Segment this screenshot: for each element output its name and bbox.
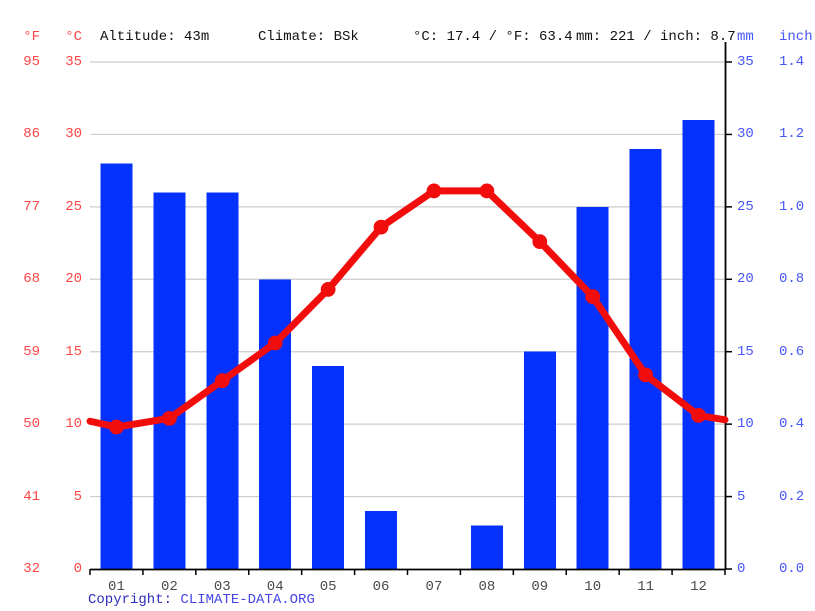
inch-tick-label: 1.2 bbox=[779, 126, 805, 143]
temperature-point bbox=[585, 289, 601, 305]
annual-temp-summary: °C: 17.4 / °F: 63.4 bbox=[413, 29, 573, 45]
month-label: 07 bbox=[425, 579, 443, 595]
celsius-tick-label: 10 bbox=[65, 416, 82, 433]
mm-tick-label: 0 bbox=[737, 561, 746, 577]
month-label: 01 bbox=[108, 579, 125, 595]
inch-tick-label: 1.4 bbox=[779, 54, 805, 70]
mm-axis-title: mm bbox=[737, 29, 754, 45]
mm-tick-label: 20 bbox=[737, 271, 754, 288]
celsius-tick-label: 35 bbox=[65, 54, 82, 70]
inch-tick-label: 1.0 bbox=[779, 198, 805, 215]
month-label: 12 bbox=[690, 579, 707, 595]
fahrenheit-tick-label: 59 bbox=[23, 343, 40, 360]
month-label: 04 bbox=[266, 579, 284, 595]
month-label: 02 bbox=[160, 579, 178, 595]
inch-tick-label: 0.6 bbox=[779, 343, 805, 360]
temperature-point bbox=[161, 410, 177, 426]
celsius-tick-label: 30 bbox=[65, 126, 82, 143]
celsius-tick-label: 0 bbox=[73, 561, 82, 577]
copyright-line: Copyright: CLIMATE-DATA.ORG bbox=[88, 592, 315, 609]
precipitation-bar bbox=[312, 366, 345, 569]
precipitation-bar bbox=[470, 525, 503, 569]
month-label: 05 bbox=[319, 579, 337, 595]
month-label: 06 bbox=[372, 579, 390, 595]
mm-tick-label: 30 bbox=[737, 126, 754, 143]
month-label: 10 bbox=[584, 579, 602, 595]
temperature-line bbox=[86, 187, 729, 431]
annual-precip-summary: mm: 221 / inch: 8.7 bbox=[576, 29, 736, 45]
temperature-point bbox=[267, 335, 283, 351]
celsius-tick-label: 20 bbox=[65, 271, 82, 288]
temperature-point bbox=[214, 373, 230, 389]
precipitation-bar bbox=[682, 119, 715, 569]
celsius-tick-label: 5 bbox=[73, 488, 82, 505]
mm-tick-label: 35 bbox=[737, 54, 754, 70]
temperature-point bbox=[638, 367, 654, 383]
precipitation-bar bbox=[523, 351, 556, 569]
inch-tick-label: 0.2 bbox=[779, 488, 805, 505]
mm-tick-label: 5 bbox=[737, 488, 746, 505]
temperature-point bbox=[426, 183, 442, 199]
climate-class-label: Climate: BSk bbox=[258, 29, 359, 45]
fahrenheit-tick-label: 95 bbox=[23, 54, 40, 70]
temperature-point bbox=[320, 282, 336, 297]
fahrenheit-axis-title: °F bbox=[23, 29, 40, 45]
fahrenheit-tick-label: 68 bbox=[23, 271, 40, 288]
celsius-tick-label: 25 bbox=[65, 198, 82, 215]
precipitation-bar bbox=[100, 163, 133, 569]
temperature-point bbox=[691, 408, 706, 423]
mm-tick-label: 15 bbox=[737, 343, 754, 360]
month-label: 03 bbox=[213, 579, 231, 595]
precipitation-bar bbox=[365, 511, 398, 569]
fahrenheit-tick-label: 86 bbox=[23, 126, 40, 143]
fahrenheit-tick-label: 41 bbox=[23, 488, 40, 505]
copyright-label: Copyright: bbox=[88, 592, 173, 608]
mm-tick-label: 10 bbox=[737, 416, 754, 433]
precipitation-bar bbox=[576, 206, 609, 569]
inch-tick-label: 0.4 bbox=[779, 416, 805, 433]
altitude-label: Altitude: 43m bbox=[100, 29, 210, 45]
temperature-point bbox=[109, 419, 124, 435]
precipitation-bar bbox=[259, 279, 292, 569]
fahrenheit-tick-label: 50 bbox=[23, 416, 40, 433]
mm-tick-label: 25 bbox=[737, 198, 754, 215]
month-label: 09 bbox=[531, 579, 549, 595]
temperature-point bbox=[479, 183, 495, 199]
precipitation-bar bbox=[153, 192, 186, 569]
fahrenheit-tick-label: 32 bbox=[23, 561, 40, 577]
fahrenheit-tick-label: 77 bbox=[23, 198, 40, 215]
inch-tick-label: 0.0 bbox=[779, 561, 805, 577]
month-label: 11 bbox=[637, 579, 655, 595]
temperature-point bbox=[373, 219, 389, 235]
climate-data-org-link[interactable]: CLIMATE-DATA.ORG bbox=[180, 592, 315, 608]
celsius-tick-label: 15 bbox=[65, 343, 82, 360]
temperature-point bbox=[532, 234, 548, 250]
inch-tick-label: 0.8 bbox=[779, 271, 805, 288]
celsius-axis-title: °C bbox=[65, 29, 82, 45]
inch-axis-title: inch bbox=[779, 29, 813, 45]
month-label: 08 bbox=[478, 579, 496, 595]
